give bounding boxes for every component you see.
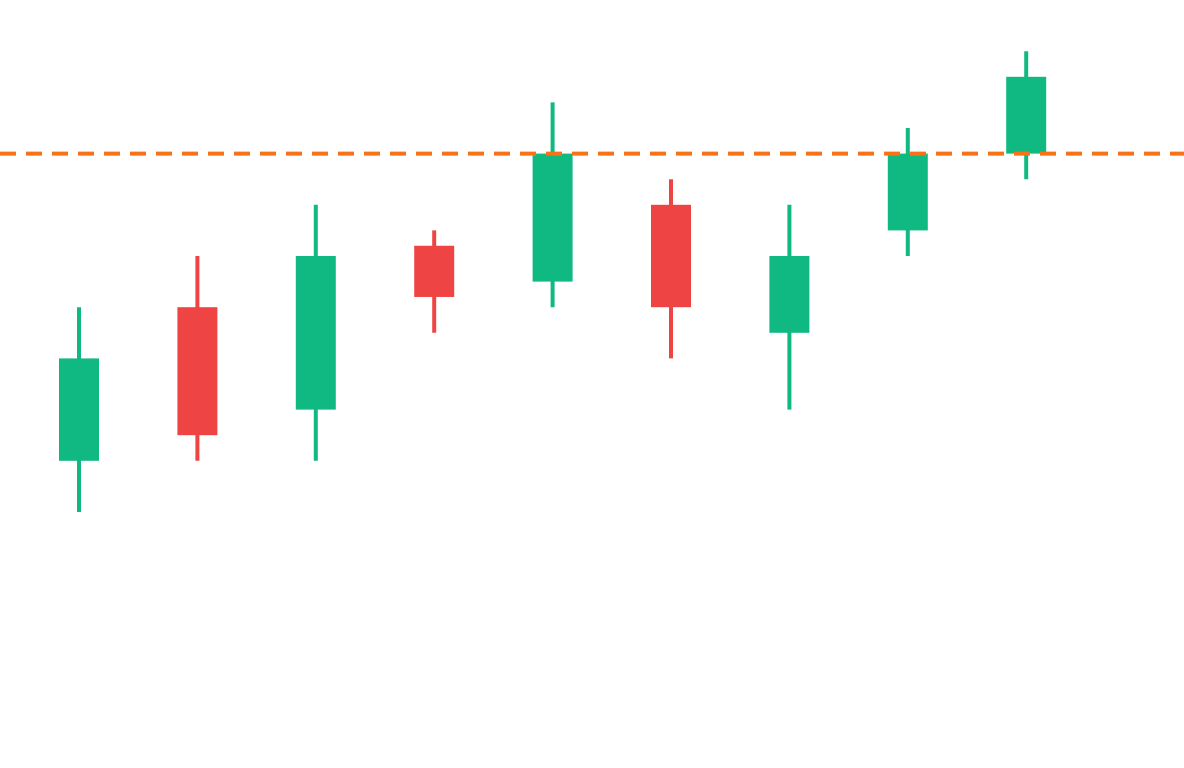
candle-body-up: [295, 256, 336, 410]
candle-body-up: [532, 153, 573, 282]
candle-body-up: [769, 256, 810, 333]
candle-body-up: [59, 358, 99, 461]
candle-body-up: [1006, 76, 1047, 154]
candle-body-down: [177, 307, 218, 436]
candle-body-down: [651, 204, 691, 308]
candle-body-down: [414, 245, 455, 297]
candle-body-up: [887, 153, 928, 231]
